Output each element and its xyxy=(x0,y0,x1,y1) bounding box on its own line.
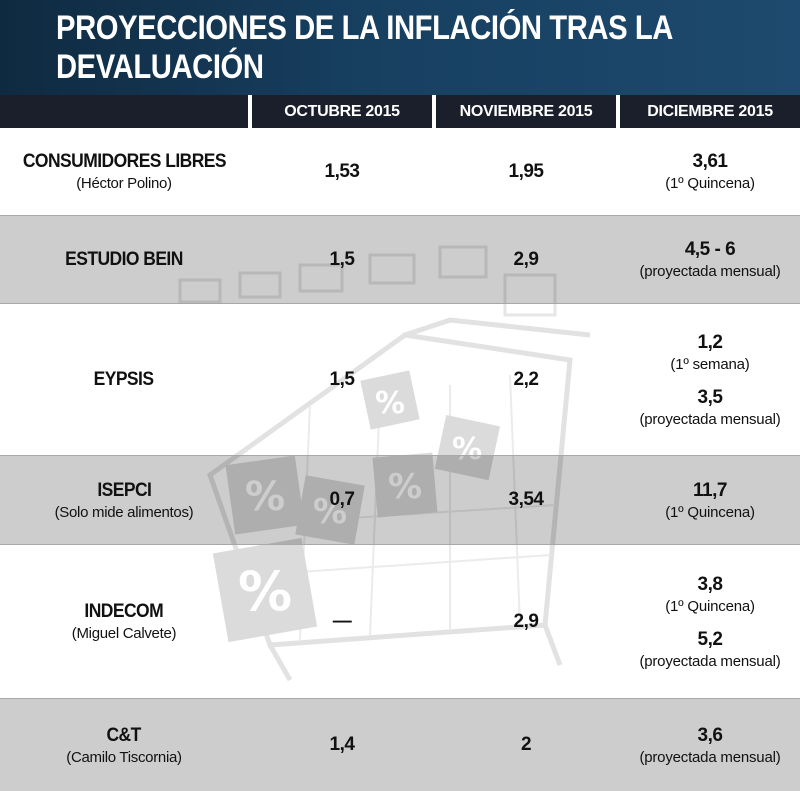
consultant-name: CONSUMIDORES LIBRES xyxy=(22,151,226,172)
row-divider xyxy=(0,544,800,545)
december-value: 11,7 xyxy=(693,479,727,501)
consultant-name: EYPSIS xyxy=(94,368,154,390)
consultant-subtitle: (Camilo Tiscornia) xyxy=(66,748,182,766)
november-value: 1,95 xyxy=(508,160,544,182)
december-note: (proyectada mensual) xyxy=(639,263,781,280)
november-value: 3,54 xyxy=(508,489,544,510)
november-value: 2,9 xyxy=(513,610,539,632)
consultant-subtitle: (Héctor Polino) xyxy=(76,175,172,192)
october-value: — xyxy=(332,610,352,632)
december-note: (proyectada mensual) xyxy=(639,748,781,766)
november-value: 2,2 xyxy=(513,368,539,390)
header-corner xyxy=(0,95,248,128)
october-value: 1,5 xyxy=(329,368,355,390)
december-note: (1º Quincena) xyxy=(665,175,755,192)
column-header-december: DICIEMBRE 2015 xyxy=(620,95,800,128)
october-value: 0,7 xyxy=(329,489,355,510)
december-value: 3,6 xyxy=(697,724,723,746)
december-cell: 4,5 - 6 (proyectada mensual) xyxy=(620,216,800,303)
december-value: 1,2 xyxy=(697,331,723,353)
row-label: CONSUMIDORES LIBRES (Héctor Polino) xyxy=(0,128,248,215)
december-note: (proyectada mensual) xyxy=(639,410,781,428)
november-cell: 3,54 xyxy=(436,456,616,544)
row-label: INDECOM (Miguel Calvete) xyxy=(0,545,248,698)
consultant-name: C&T xyxy=(106,724,142,746)
december-value: 4,5 - 6 xyxy=(684,239,736,260)
table-row: EYPSIS 1,5 2,2 1,2 (1º semana) 3,5 (proy… xyxy=(0,304,800,455)
october-cell: 0,7 xyxy=(252,456,432,544)
december-value: 3,5 xyxy=(697,386,723,408)
october-cell: 1,5 xyxy=(252,216,432,303)
december-cell: 3,8 (1º Quincena) 5,2 (proyectada mensua… xyxy=(620,545,800,698)
table-row: ISEPCI (Solo mide alimentos) 0,7 3,54 11… xyxy=(0,456,800,544)
column-header-october: OCTUBRE 2015 xyxy=(252,95,432,128)
october-cell: 1,4 xyxy=(252,699,432,791)
row-divider xyxy=(0,215,800,216)
december-note: (1º semana) xyxy=(670,355,750,373)
november-cell: 1,95 xyxy=(436,128,616,215)
october-cell: 1,53 xyxy=(252,128,432,215)
consultant-name: INDECOM xyxy=(84,601,164,622)
december-note: (proyectada mensual) xyxy=(639,652,781,670)
row-divider xyxy=(0,455,800,456)
consultant-name: ISEPCI xyxy=(96,479,152,501)
december-note: (1º Quincena) xyxy=(665,503,755,521)
october-value: 1,4 xyxy=(329,734,355,755)
page-title: PROYECCIONES DE LA INFLACIÓN TRAS LA DEV… xyxy=(56,8,672,86)
table-row: ESTUDIO BEIN 1,5 2,9 4,5 - 6 (proyectada… xyxy=(0,216,800,303)
november-cell: 2,9 xyxy=(436,545,616,698)
column-header-november: NOVIEMBRE 2015 xyxy=(436,95,616,128)
october-value: 1,53 xyxy=(324,160,360,182)
october-cell: 1,5 xyxy=(252,304,432,455)
table-row: INDECOM (Miguel Calvete) — 2,9 3,8 (1º Q… xyxy=(0,545,800,698)
december-cell: 11,7 (1º Quincena) xyxy=(620,456,800,544)
table-row: CONSUMIDORES LIBRES (Héctor Polino) 1,53… xyxy=(0,128,800,215)
november-value: 2,9 xyxy=(513,248,539,270)
row-label: C&T (Camilo Tiscornia) xyxy=(0,699,248,791)
november-cell: 2,9 xyxy=(436,216,616,303)
row-label: ISEPCI (Solo mide alimentos) xyxy=(0,456,248,544)
title-banner xyxy=(0,0,800,95)
december-cell: 1,2 (1º semana) 3,5 (proyectada mensual) xyxy=(620,304,800,455)
row-divider xyxy=(0,698,800,699)
consultant-subtitle: (Miguel Calvete) xyxy=(71,625,177,642)
december-value: 3,8 xyxy=(697,573,723,595)
december-cell: 3,61 (1º Quincena) xyxy=(620,128,800,215)
row-label: ESTUDIO BEIN xyxy=(0,216,248,303)
november-value: 2 xyxy=(520,734,532,755)
table-header: OCTUBRE 2015 NOVIEMBRE 2015 DICIEMBRE 20… xyxy=(0,95,800,128)
december-value: 3,61 xyxy=(692,151,728,172)
row-label: EYPSIS xyxy=(0,304,248,455)
consultant-name: ESTUDIO BEIN xyxy=(65,248,183,270)
december-note: (1º Quincena) xyxy=(665,597,755,615)
december-value: 5,2 xyxy=(697,628,723,650)
november-cell: 2 xyxy=(436,699,616,791)
december-cell: 3,6 (proyectada mensual) xyxy=(620,699,800,791)
november-cell: 2,2 xyxy=(436,304,616,455)
consultant-subtitle: (Solo mide alimentos) xyxy=(54,503,194,521)
row-divider xyxy=(0,303,800,304)
october-value: 1,5 xyxy=(329,248,355,270)
october-cell: — xyxy=(252,545,432,698)
table-row: C&T (Camilo Tiscornia) 1,4 2 3,6 (proyec… xyxy=(0,699,800,791)
